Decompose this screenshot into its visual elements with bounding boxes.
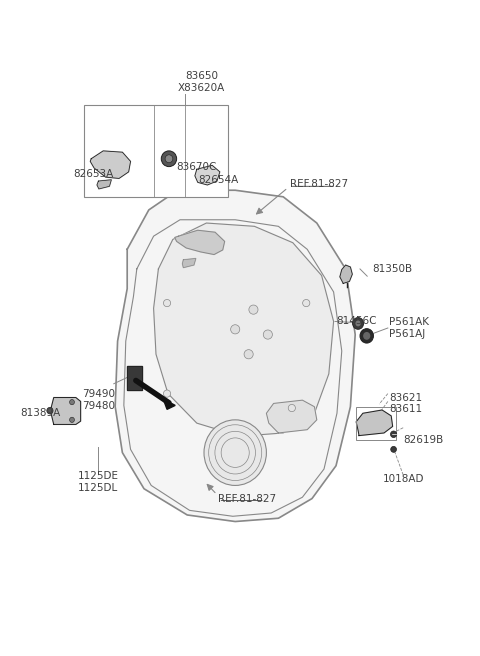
Ellipse shape (163, 299, 171, 307)
Ellipse shape (47, 407, 53, 414)
Text: 1018AD: 1018AD (383, 474, 424, 484)
Polygon shape (175, 230, 225, 255)
Polygon shape (356, 410, 393, 436)
Polygon shape (195, 165, 220, 185)
Polygon shape (154, 223, 334, 436)
Text: 81456C: 81456C (336, 316, 376, 327)
Ellipse shape (302, 299, 310, 307)
Polygon shape (50, 398, 81, 424)
Polygon shape (97, 180, 111, 189)
Ellipse shape (163, 390, 171, 397)
Bar (84, 105, 228, 197)
Ellipse shape (70, 417, 74, 422)
Ellipse shape (249, 305, 258, 314)
Polygon shape (266, 400, 317, 433)
Text: 81350B: 81350B (372, 264, 412, 274)
Polygon shape (115, 190, 355, 522)
Text: 81389A: 81389A (21, 408, 61, 419)
Ellipse shape (391, 446, 396, 453)
Ellipse shape (70, 400, 74, 405)
Text: 82619B: 82619B (403, 434, 444, 445)
Ellipse shape (244, 350, 253, 359)
Ellipse shape (288, 404, 295, 412)
Ellipse shape (204, 420, 266, 485)
Text: 79490
79480: 79490 79480 (82, 390, 115, 411)
Ellipse shape (352, 318, 364, 329)
Text: 83670C: 83670C (177, 162, 217, 173)
Ellipse shape (230, 325, 240, 334)
Text: REF.81-827: REF.81-827 (218, 493, 276, 504)
Ellipse shape (165, 155, 173, 163)
Ellipse shape (360, 329, 373, 343)
Text: 83621
83611: 83621 83611 (389, 393, 422, 414)
Text: 1125DE
1125DL: 1125DE 1125DL (78, 472, 119, 493)
Polygon shape (127, 366, 142, 390)
Polygon shape (340, 265, 352, 283)
Polygon shape (90, 151, 131, 178)
Text: 83650
X83620A: 83650 X83620A (178, 72, 225, 92)
Polygon shape (182, 258, 196, 268)
Ellipse shape (390, 431, 396, 438)
Text: 82653A: 82653A (73, 169, 114, 179)
Ellipse shape (161, 151, 177, 167)
Text: REF.81-827: REF.81-827 (290, 178, 348, 189)
Bar (356, 407, 396, 440)
Polygon shape (163, 399, 175, 409)
Ellipse shape (355, 321, 361, 327)
Text: P561AK
P561AJ: P561AK P561AJ (389, 318, 429, 338)
Text: 82654A: 82654A (198, 174, 239, 185)
Ellipse shape (363, 332, 371, 340)
Ellipse shape (263, 330, 273, 339)
